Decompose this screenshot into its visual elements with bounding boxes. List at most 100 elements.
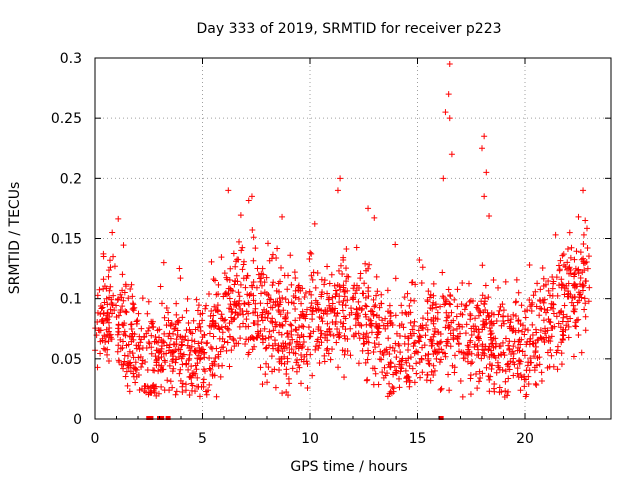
data-point xyxy=(402,367,409,374)
data-point xyxy=(505,360,512,367)
data-point xyxy=(556,267,563,274)
data-point xyxy=(549,273,556,280)
data-point xyxy=(335,331,342,338)
data-point xyxy=(370,296,377,303)
data-point xyxy=(235,311,242,318)
data-point xyxy=(525,380,532,387)
data-point xyxy=(188,380,195,387)
data-point xyxy=(155,349,162,356)
data-point xyxy=(482,282,489,289)
data-point xyxy=(430,320,437,327)
data-point xyxy=(108,336,115,343)
data-point xyxy=(581,295,588,302)
data-point xyxy=(481,352,488,359)
data-point xyxy=(119,321,126,328)
data-point xyxy=(428,316,435,323)
data-point xyxy=(492,343,499,350)
data-point xyxy=(213,306,220,313)
data-point xyxy=(474,334,481,341)
data-point xyxy=(206,365,213,372)
data-point xyxy=(548,352,555,359)
data-point xyxy=(224,291,231,298)
data-point xyxy=(145,327,152,334)
data-point xyxy=(175,317,182,324)
data-point xyxy=(392,241,399,248)
data-point xyxy=(571,256,578,263)
data-point xyxy=(121,328,128,335)
data-point xyxy=(188,387,195,394)
data-point xyxy=(118,294,125,301)
data-point xyxy=(373,273,380,280)
data-point xyxy=(396,333,403,340)
data-point xyxy=(233,302,240,309)
data-point xyxy=(524,307,531,314)
data-point xyxy=(158,367,165,374)
data-point xyxy=(413,370,420,377)
data-point xyxy=(326,280,333,287)
data-point xyxy=(276,295,283,302)
data-point xyxy=(545,316,552,323)
data-point xyxy=(330,332,337,339)
data-point xyxy=(288,346,295,353)
data-point xyxy=(565,280,572,287)
data-point xyxy=(548,333,555,340)
data-point xyxy=(95,327,102,334)
data-point xyxy=(515,327,522,334)
data-point xyxy=(387,313,394,320)
data-point xyxy=(137,353,144,360)
data-point xyxy=(580,260,587,267)
data-point xyxy=(339,307,346,314)
data-point xyxy=(179,388,186,395)
data-point xyxy=(539,265,546,272)
data-point xyxy=(505,375,512,382)
data-point xyxy=(379,317,386,324)
data-point xyxy=(111,263,118,270)
data-point xyxy=(188,337,195,344)
data-point xyxy=(393,330,400,337)
data-point xyxy=(581,267,588,274)
data-point xyxy=(498,322,505,329)
data-point xyxy=(344,297,351,304)
data-point xyxy=(215,353,222,360)
data-point xyxy=(177,377,184,384)
data-point xyxy=(323,347,330,354)
data-point xyxy=(167,322,174,329)
data-point xyxy=(250,257,257,264)
data-point xyxy=(502,335,509,342)
data-point xyxy=(446,300,453,307)
data-point xyxy=(211,303,218,310)
data-point xyxy=(289,365,296,372)
data-point xyxy=(453,313,460,320)
data-point xyxy=(510,343,517,350)
data-point xyxy=(239,266,246,273)
data-point xyxy=(274,245,281,252)
data-point xyxy=(164,377,171,384)
data-point xyxy=(570,308,577,315)
data-point xyxy=(428,337,435,344)
data-point xyxy=(105,357,112,364)
data-point xyxy=(253,334,260,341)
data-point xyxy=(331,309,338,316)
data-point xyxy=(467,297,474,304)
data-point xyxy=(103,317,110,324)
data-point xyxy=(259,265,266,272)
data-point xyxy=(161,357,168,364)
data-point xyxy=(431,367,438,374)
data-point xyxy=(368,322,375,329)
data-point xyxy=(298,332,305,339)
data-point xyxy=(374,288,381,295)
data-point xyxy=(564,288,571,295)
data-point xyxy=(157,283,164,290)
data-point xyxy=(397,364,404,371)
zero-point xyxy=(159,416,165,420)
data-point xyxy=(435,348,442,355)
data-point xyxy=(302,289,309,296)
data-point xyxy=(269,282,276,289)
data-point xyxy=(557,257,564,264)
data-point xyxy=(245,299,252,306)
data-point xyxy=(514,365,521,372)
data-point xyxy=(392,312,399,319)
data-point xyxy=(196,393,203,400)
data-point xyxy=(474,342,481,349)
data-point xyxy=(573,248,580,255)
